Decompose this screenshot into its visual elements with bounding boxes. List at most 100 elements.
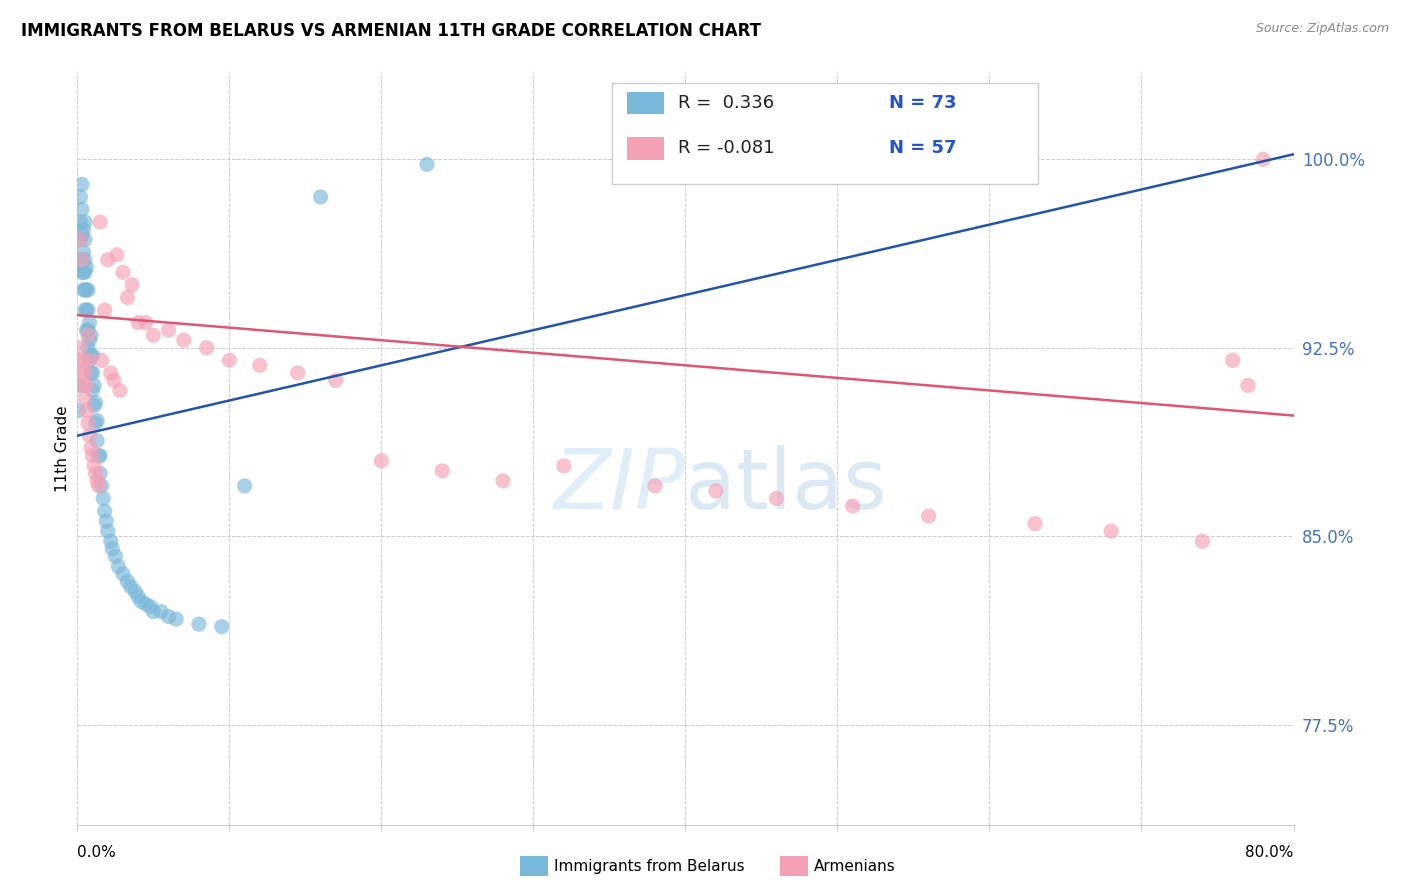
Point bbox=[188, 617, 211, 632]
Point bbox=[80, 328, 103, 343]
Point bbox=[77, 283, 100, 297]
Point bbox=[69, 215, 91, 229]
Bar bbox=[613, 83, 1038, 185]
Point bbox=[86, 434, 108, 448]
Point bbox=[80, 366, 103, 380]
Point bbox=[117, 574, 139, 589]
Point bbox=[79, 353, 101, 368]
Point bbox=[1222, 353, 1244, 368]
Point bbox=[142, 605, 165, 619]
Point bbox=[287, 366, 309, 380]
Point bbox=[72, 378, 94, 392]
Point bbox=[370, 454, 392, 468]
Point bbox=[77, 416, 100, 430]
Point bbox=[416, 157, 439, 171]
Text: ZIP: ZIP bbox=[554, 445, 686, 526]
Point bbox=[72, 265, 94, 279]
Point bbox=[127, 590, 149, 604]
Point bbox=[80, 442, 103, 455]
Point bbox=[93, 303, 115, 318]
Point bbox=[157, 323, 180, 337]
Point bbox=[127, 316, 149, 330]
Point bbox=[79, 316, 101, 330]
Point bbox=[1251, 153, 1274, 167]
Point bbox=[157, 609, 180, 624]
Point bbox=[75, 378, 97, 392]
Point bbox=[69, 252, 91, 267]
Point bbox=[211, 619, 233, 633]
Point bbox=[325, 373, 347, 387]
Point bbox=[72, 245, 94, 260]
Text: R =  0.336: R = 0.336 bbox=[678, 94, 775, 112]
Point bbox=[86, 474, 108, 488]
Point bbox=[165, 612, 187, 626]
Y-axis label: 11th Grade: 11th Grade bbox=[55, 405, 70, 491]
Point bbox=[173, 333, 195, 347]
Point bbox=[117, 291, 139, 305]
Text: atlas: atlas bbox=[686, 445, 887, 526]
Point bbox=[69, 190, 91, 204]
Point bbox=[765, 491, 787, 506]
Point bbox=[108, 384, 131, 398]
Text: N = 73: N = 73 bbox=[889, 94, 956, 112]
Point bbox=[149, 605, 172, 619]
Point bbox=[120, 579, 142, 593]
Bar bbox=[627, 137, 664, 160]
Text: Immigrants from Belarus: Immigrants from Belarus bbox=[554, 859, 745, 873]
Point bbox=[73, 303, 96, 318]
Point bbox=[67, 403, 90, 417]
Point bbox=[70, 227, 93, 242]
Point bbox=[96, 514, 118, 528]
Point bbox=[83, 399, 105, 413]
Point bbox=[644, 479, 666, 493]
Point bbox=[104, 549, 127, 564]
Point bbox=[135, 316, 157, 330]
Point bbox=[82, 449, 104, 463]
Point bbox=[67, 353, 90, 368]
Point bbox=[73, 265, 96, 279]
Point bbox=[139, 599, 162, 614]
Point bbox=[90, 479, 112, 493]
Point bbox=[82, 366, 104, 380]
Point bbox=[70, 252, 93, 267]
Point bbox=[82, 384, 104, 398]
Point bbox=[87, 449, 110, 463]
Point bbox=[249, 359, 271, 373]
Text: IMMIGRANTS FROM BELARUS VS ARMENIAN 11TH GRADE CORRELATION CHART: IMMIGRANTS FROM BELARUS VS ARMENIAN 11TH… bbox=[21, 22, 761, 40]
Point bbox=[107, 559, 129, 574]
Point bbox=[1099, 524, 1122, 538]
Point bbox=[84, 416, 107, 430]
Point bbox=[124, 584, 146, 599]
Point bbox=[195, 341, 218, 355]
Point bbox=[89, 467, 111, 481]
Point bbox=[111, 566, 134, 581]
Point bbox=[77, 303, 100, 318]
Point bbox=[90, 353, 112, 368]
Point bbox=[77, 341, 100, 355]
Point bbox=[73, 366, 96, 380]
Point bbox=[70, 202, 93, 217]
Text: Armenians: Armenians bbox=[814, 859, 896, 873]
Point bbox=[72, 353, 94, 368]
Point bbox=[84, 396, 107, 410]
Point bbox=[1191, 534, 1213, 549]
Point bbox=[87, 479, 110, 493]
Point bbox=[73, 233, 96, 247]
Point bbox=[100, 366, 122, 380]
Point bbox=[77, 328, 100, 343]
Point bbox=[430, 464, 453, 478]
Point bbox=[75, 260, 97, 275]
Point bbox=[67, 378, 90, 392]
Text: Source: ZipAtlas.com: Source: ZipAtlas.com bbox=[1256, 22, 1389, 36]
Point bbox=[1024, 516, 1046, 531]
Point bbox=[101, 541, 124, 556]
Point bbox=[73, 283, 96, 297]
Point bbox=[80, 348, 103, 362]
Point bbox=[111, 265, 134, 279]
Point bbox=[75, 403, 97, 417]
Point bbox=[70, 265, 93, 279]
Point bbox=[492, 474, 515, 488]
Point bbox=[142, 328, 165, 343]
Point bbox=[97, 524, 120, 538]
Point bbox=[73, 391, 96, 405]
